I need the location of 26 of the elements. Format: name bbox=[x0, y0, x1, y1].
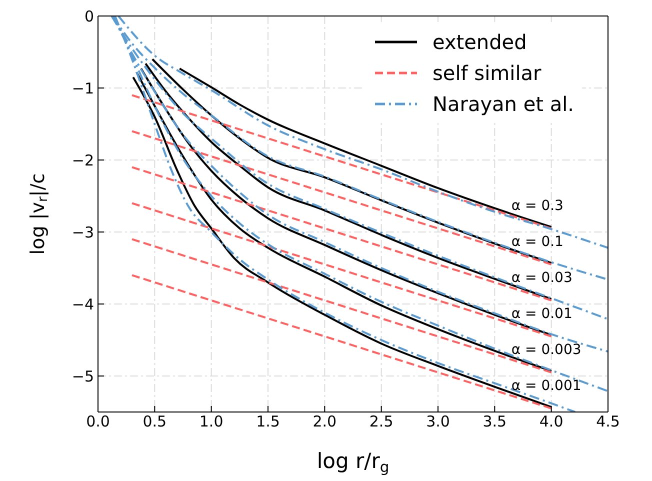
x-tick-label: 0.5 bbox=[142, 412, 167, 431]
annotation: α = 0.001 bbox=[511, 378, 582, 394]
x-tick-label: 1.5 bbox=[256, 412, 280, 431]
x-tick-label: 0.0 bbox=[86, 412, 110, 431]
annotation: α = 0.003 bbox=[511, 342, 582, 358]
x-tick-label: 3.0 bbox=[426, 412, 450, 431]
x-tick-label: 2.0 bbox=[312, 412, 337, 431]
x-axis-title: log r/r$_{g}$ bbox=[316, 449, 390, 476]
x-tick-label: 3.5 bbox=[482, 412, 507, 431]
legend-label: extended bbox=[432, 30, 527, 54]
y-tick-label: −2 bbox=[72, 151, 94, 170]
x-tick-label: 4.0 bbox=[539, 412, 564, 431]
annotation: α = 0.3 bbox=[511, 198, 564, 214]
y-tick-label: −5 bbox=[72, 367, 94, 386]
annotation: α = 0.03 bbox=[511, 270, 572, 286]
legend-label: self similar bbox=[432, 60, 542, 84]
legend-label: Narayan et al. bbox=[432, 92, 574, 116]
x-tick-label: 4.5 bbox=[596, 412, 620, 431]
y-tick-label: −3 bbox=[72, 223, 94, 242]
x-tick-label: 2.5 bbox=[369, 412, 394, 431]
y-tick-label: −4 bbox=[72, 295, 94, 314]
annotation: α = 0.01 bbox=[511, 306, 572, 322]
x-tick-label: 1.0 bbox=[199, 412, 224, 431]
y-tick-label: 0 bbox=[84, 7, 94, 26]
annotation: α = 0.1 bbox=[511, 234, 564, 250]
y-tick-label: −1 bbox=[72, 79, 94, 98]
